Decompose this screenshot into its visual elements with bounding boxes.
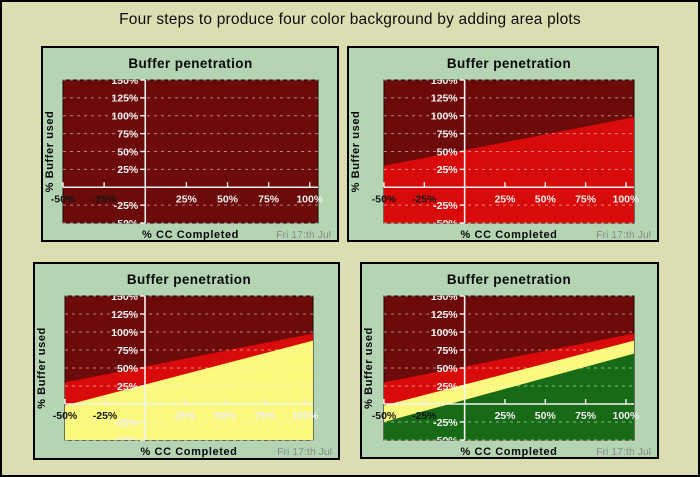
y-tick-label: 125% [111,309,139,321]
x-axis-title: % CC Completed [460,446,557,458]
y-tick-label: 75% [117,128,139,140]
area-green-zone [384,353,634,440]
date-stamp: Fri 17:th Jul [596,446,651,458]
y-tick-labels: 150% 125% 100% 75% 50% 25% -25% -50% [431,75,459,230]
y-tick-label: 75% [437,345,459,357]
y-tick-label: -25% [433,200,458,212]
y-tick-label: 100% [431,111,459,123]
x-tick-label: 50% [535,193,557,205]
y-tick-label: -50% [113,435,138,447]
x-tick-label: 75% [258,193,280,205]
x-tick-label: 100% [613,410,641,422]
y-tick-label: -25% [433,417,458,429]
chart-title: Buffer penetration [128,56,252,71]
x-tick-label: -25% [412,410,437,422]
y-tick-label: 100% [111,327,139,339]
y-tick-label: 25% [117,164,139,176]
y-tick-label: -50% [433,435,458,447]
y-tick-label: 50% [117,363,139,375]
x-tick-label: 50% [535,410,557,422]
date-stamp: Fri 17:th Jul [276,229,331,241]
main-title: Four steps to produce four color backgro… [119,11,581,28]
x-tick-label: -25% [412,193,437,205]
y-tick-label: 25% [437,164,459,176]
y-tick-label: 50% [117,146,139,158]
y-tick-label: -50% [114,218,139,230]
y-tick-label: 75% [437,128,459,140]
x-axis-title: % CC Completed [142,229,239,241]
y-axis-title: % Buffer used [350,111,362,193]
y-tick-label: -25% [114,200,139,212]
buffer-chart-1: Buffer penetration% Buffer used150%125%1… [41,46,339,242]
x-tick-label: 25% [174,410,196,422]
buffer-chart-2: Buffer penetration% Buffer used150%125%1… [347,46,659,242]
y-tick-label: -25% [113,417,138,429]
area-zones [384,117,634,223]
y-tick-labels: 150% 125% 100% 75% 50% 25% -25% -50% [111,75,139,230]
x-tick-label: -50% [372,193,397,205]
date-stamp: Fri 17:th Jul [596,229,651,241]
x-tick-label: 25% [494,410,516,422]
x-tick-label: -50% [51,193,76,205]
y-tick-label: 75% [117,345,139,357]
x-axis-title: % CC Completed [460,229,557,241]
y-tick-label: -50% [433,218,458,230]
area-zones [65,333,313,440]
y-tick-label: 50% [437,146,459,158]
chart-title: Buffer penetration [447,272,571,287]
x-tick-label: 25% [176,193,198,205]
buffer-chart-4: Buffer penetration% Buffer used150%125%1… [360,262,659,459]
y-tick-label: 25% [437,381,459,393]
chart-title: Buffer penetration [447,56,571,71]
x-tick-label: -25% [92,193,117,205]
x-tick-label: 25% [494,193,516,205]
x-axis-title: % CC Completed [140,446,237,458]
y-tick-label: 50% [437,363,459,375]
y-tick-labels: 150% 125% 100% 75% 50% 25% -25% -50% [431,291,459,447]
x-tick-label: 75% [575,410,597,422]
y-tick-label: 150% [431,291,459,303]
x-tick-label: -50% [53,410,78,422]
x-tick-label: 100% [292,410,320,422]
y-tick-label: 100% [111,111,139,123]
y-axis-title: % Buffer used [44,111,56,193]
y-tick-label: 150% [431,75,459,87]
area-yellow-zone [65,340,313,440]
x-tick-label: -50% [372,410,397,422]
y-tick-label: 125% [111,93,139,105]
y-tick-label: 25% [117,381,139,393]
y-axis-title: % Buffer used [36,327,48,409]
buffer-chart-3: Buffer penetration% Buffer used150%125%1… [33,262,340,460]
y-tick-label: 125% [431,309,459,321]
area-zones [384,333,634,440]
x-tick-label: 100% [296,193,324,205]
chart-title: Buffer penetration [127,272,251,287]
y-tick-label: 100% [431,327,459,339]
x-tick-label: 50% [214,410,236,422]
x-tick-label: 50% [217,193,239,205]
y-tick-label: 125% [431,93,459,105]
x-tick-label: 75% [254,410,276,422]
y-axis-title: % Buffer used [363,327,375,409]
date-stamp: Fri 17:th Jul [277,446,332,458]
x-tick-label: 100% [613,193,641,205]
x-tick-label: -25% [93,410,118,422]
y-tick-label: 150% [111,291,139,303]
y-tick-labels: 150% 125% 100% 75% 50% 25% -25% -50% [111,291,139,447]
x-tick-label: 75% [575,193,597,205]
area-red-zone [384,117,634,223]
y-tick-label: 150% [111,75,139,87]
